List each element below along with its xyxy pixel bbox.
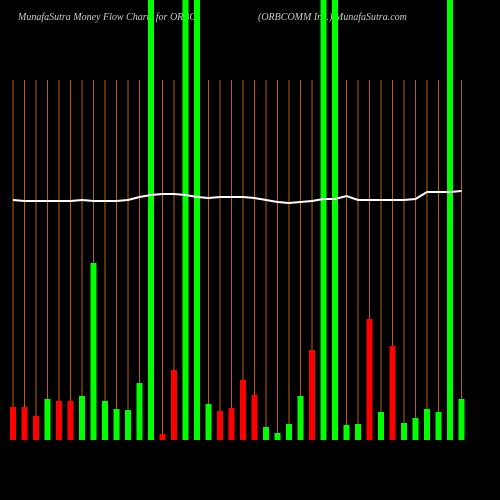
bar (435, 412, 442, 440)
bar (56, 401, 62, 440)
bar (355, 424, 361, 440)
bar (251, 395, 258, 440)
bar (102, 401, 108, 440)
bar (194, 0, 200, 440)
bar (21, 407, 28, 440)
bar (205, 404, 212, 440)
bar (10, 407, 16, 440)
bar (217, 411, 223, 440)
bar (182, 0, 189, 440)
bar (447, 0, 453, 440)
bar (286, 424, 292, 440)
money-flow-line (12, 190, 462, 205)
bar (79, 396, 85, 440)
bar (125, 410, 131, 440)
bar (332, 0, 338, 440)
bar (297, 396, 304, 440)
bar (113, 409, 120, 440)
bar (274, 433, 281, 440)
bar (263, 427, 269, 440)
bar (320, 0, 327, 440)
bar (90, 263, 97, 440)
bar (67, 401, 74, 440)
bar (171, 370, 177, 440)
bar (424, 409, 430, 440)
bar (33, 416, 39, 440)
bar (159, 434, 166, 440)
bar (44, 399, 51, 440)
bar (366, 319, 373, 440)
bar (240, 380, 246, 440)
bar (136, 383, 143, 440)
bar (412, 418, 419, 440)
bar (389, 346, 396, 440)
bar (228, 408, 235, 440)
bar (343, 425, 350, 440)
bar (148, 0, 154, 440)
chart-title: MunafaSutra Money Flow Charts for ORBC (17, 12, 196, 23)
bar (378, 412, 384, 440)
bar (309, 350, 315, 440)
bar (458, 399, 465, 440)
bar (401, 423, 407, 440)
